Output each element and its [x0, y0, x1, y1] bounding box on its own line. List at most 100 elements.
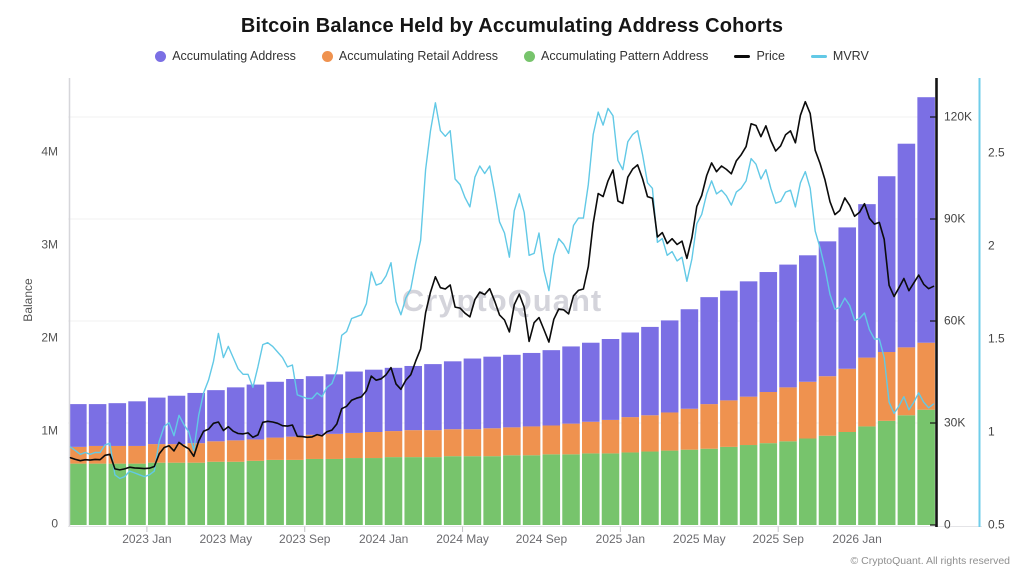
bar-segment-accumulating-retail-address[interactable] — [799, 381, 817, 439]
bar-segment-accumulating-pattern-address[interactable] — [88, 463, 107, 525]
bar-segment-accumulating-retail-address[interactable] — [325, 433, 344, 459]
bar-segment-accumulating-address[interactable] — [384, 367, 403, 432]
bar-segment-accumulating-pattern-address[interactable] — [246, 460, 265, 525]
bar-segment-accumulating-pattern-address[interactable] — [148, 462, 166, 525]
bar-segment-accumulating-retail-address[interactable] — [266, 437, 284, 460]
bar-segment-accumulating-pattern-address[interactable] — [443, 456, 462, 525]
bar-segment-accumulating-address[interactable] — [542, 350, 561, 426]
bar-segment-accumulating-pattern-address[interactable] — [779, 441, 797, 525]
bar-segment-accumulating-address[interactable] — [779, 264, 797, 388]
bar-segment-accumulating-address[interactable] — [365, 369, 383, 432]
bar-segment-accumulating-pattern-address[interactable] — [424, 457, 442, 525]
bar-segment-accumulating-address[interactable] — [345, 371, 363, 433]
bar-segment-accumulating-address[interactable] — [167, 395, 186, 445]
bar-segment-accumulating-pattern-address[interactable] — [858, 426, 876, 525]
bar-segment-accumulating-address[interactable] — [246, 384, 265, 440]
bar-segment-accumulating-pattern-address[interactable] — [562, 454, 580, 525]
bar-segment-accumulating-retail-address[interactable] — [522, 426, 541, 456]
bar-segment-accumulating-pattern-address[interactable] — [226, 461, 245, 525]
bar-segment-accumulating-address[interactable] — [443, 361, 462, 430]
bar-segment-accumulating-pattern-address[interactable] — [799, 438, 817, 525]
legend-item-mvrv[interactable]: MVRV — [810, 49, 869, 63]
bar-segment-accumulating-pattern-address[interactable] — [286, 459, 304, 525]
bar-segment-accumulating-address[interactable] — [917, 97, 935, 343]
bar-segment-accumulating-retail-address[interactable] — [562, 423, 580, 455]
bar-segment-accumulating-pattern-address[interactable] — [542, 454, 561, 525]
bar-segment-accumulating-address[interactable] — [660, 320, 679, 413]
bar-segment-accumulating-pattern-address[interactable] — [365, 458, 383, 525]
bar-segment-accumulating-address[interactable] — [108, 403, 127, 446]
bar-segment-accumulating-pattern-address[interactable] — [305, 458, 324, 525]
bar-segment-accumulating-retail-address[interactable] — [88, 445, 107, 464]
bar-segment-accumulating-address[interactable] — [759, 272, 778, 393]
bar-segment-accumulating-pattern-address[interactable] — [759, 443, 778, 525]
bar-segment-accumulating-retail-address[interactable] — [720, 400, 738, 447]
bar-segment-accumulating-pattern-address[interactable] — [207, 461, 225, 525]
bar-segment-accumulating-retail-address[interactable] — [226, 440, 245, 462]
bar-segment-accumulating-pattern-address[interactable] — [700, 448, 718, 525]
bar-segment-accumulating-pattern-address[interactable] — [739, 445, 758, 525]
bar-segment-accumulating-retail-address[interactable] — [424, 430, 442, 458]
bar-segment-accumulating-address[interactable] — [404, 365, 422, 431]
bar-segment-accumulating-retail-address[interactable] — [345, 432, 363, 459]
legend-item-price[interactable]: Price — [734, 49, 785, 63]
bar-segment-accumulating-address[interactable] — [562, 346, 580, 424]
bar-segment-accumulating-pattern-address[interactable] — [522, 455, 541, 525]
bar-segment-accumulating-address[interactable] — [858, 204, 876, 358]
bar-segment-accumulating-address[interactable] — [838, 227, 856, 369]
bar-segment-accumulating-retail-address[interactable] — [897, 347, 916, 416]
bar-segment-accumulating-pattern-address[interactable] — [660, 450, 679, 525]
bar-segment-accumulating-pattern-address[interactable] — [897, 415, 916, 525]
bar-segment-accumulating-address[interactable] — [897, 143, 916, 348]
bar-segment-accumulating-address[interactable] — [680, 309, 699, 409]
bar-segment-accumulating-retail-address[interactable] — [838, 368, 856, 432]
bar-segment-accumulating-retail-address[interactable] — [621, 417, 639, 453]
bar-segment-accumulating-retail-address[interactable] — [128, 445, 146, 464]
bar-segment-accumulating-pattern-address[interactable] — [325, 458, 344, 525]
bar-segment-accumulating-address[interactable] — [69, 404, 87, 447]
bar-segment-accumulating-pattern-address[interactable] — [601, 453, 620, 525]
bar-segment-accumulating-retail-address[interactable] — [601, 419, 620, 454]
bar-segment-accumulating-retail-address[interactable] — [759, 392, 778, 444]
bar-segment-accumulating-retail-address[interactable] — [818, 376, 837, 436]
bar-segment-accumulating-address[interactable] — [88, 404, 107, 446]
bar-segment-accumulating-pattern-address[interactable] — [187, 462, 205, 525]
bar-segment-accumulating-retail-address[interactable] — [641, 415, 659, 452]
bar-segment-accumulating-address[interactable] — [700, 297, 718, 405]
bar-segment-accumulating-pattern-address[interactable] — [582, 453, 600, 525]
bar-segment-accumulating-pattern-address[interactable] — [463, 456, 482, 525]
stacked-bars[interactable] — [69, 97, 935, 525]
bar-segment-accumulating-retail-address[interactable] — [503, 427, 521, 456]
bar-segment-accumulating-address[interactable] — [266, 381, 284, 438]
bar-segment-accumulating-pattern-address[interactable] — [108, 463, 127, 525]
bar-segment-accumulating-pattern-address[interactable] — [838, 432, 856, 525]
bar-segment-accumulating-pattern-address[interactable] — [483, 456, 501, 525]
bar-segment-accumulating-address[interactable] — [582, 342, 600, 422]
bar-segment-accumulating-address[interactable] — [286, 378, 304, 437]
bar-segment-accumulating-address[interactable] — [128, 401, 146, 446]
bar-segment-accumulating-retail-address[interactable] — [483, 428, 501, 457]
bar-segment-accumulating-pattern-address[interactable] — [266, 459, 284, 525]
bar-segment-accumulating-retail-address[interactable] — [384, 431, 403, 458]
bar-segment-accumulating-address[interactable] — [483, 356, 501, 429]
bar-segment-accumulating-address[interactable] — [207, 390, 225, 442]
legend-item-accumulating-pattern-address[interactable]: Accumulating Pattern Address — [523, 49, 708, 63]
bar-segment-accumulating-address[interactable] — [799, 255, 817, 382]
bar-segment-accumulating-address[interactable] — [720, 290, 738, 401]
bar-segment-accumulating-pattern-address[interactable] — [384, 457, 403, 525]
bar-segment-accumulating-address[interactable] — [601, 339, 620, 420]
legend-item-accumulating-address[interactable]: Accumulating Address — [155, 49, 296, 63]
bar-segment-accumulating-pattern-address[interactable] — [877, 420, 896, 525]
bar-segment-accumulating-pattern-address[interactable] — [720, 446, 738, 525]
bar-segment-accumulating-retail-address[interactable] — [365, 432, 383, 459]
bar-segment-accumulating-retail-address[interactable] — [739, 396, 758, 446]
bar-segment-accumulating-pattern-address[interactable] — [818, 435, 837, 525]
bar-segment-accumulating-pattern-address[interactable] — [167, 462, 186, 525]
bar-segment-accumulating-pattern-address[interactable] — [128, 463, 146, 525]
bar-segment-accumulating-retail-address[interactable] — [404, 430, 422, 458]
bar-segment-accumulating-address[interactable] — [463, 358, 482, 430]
bar-segment-accumulating-retail-address[interactable] — [463, 429, 482, 457]
bar-segment-accumulating-retail-address[interactable] — [680, 408, 699, 450]
bar-segment-accumulating-retail-address[interactable] — [779, 387, 797, 442]
